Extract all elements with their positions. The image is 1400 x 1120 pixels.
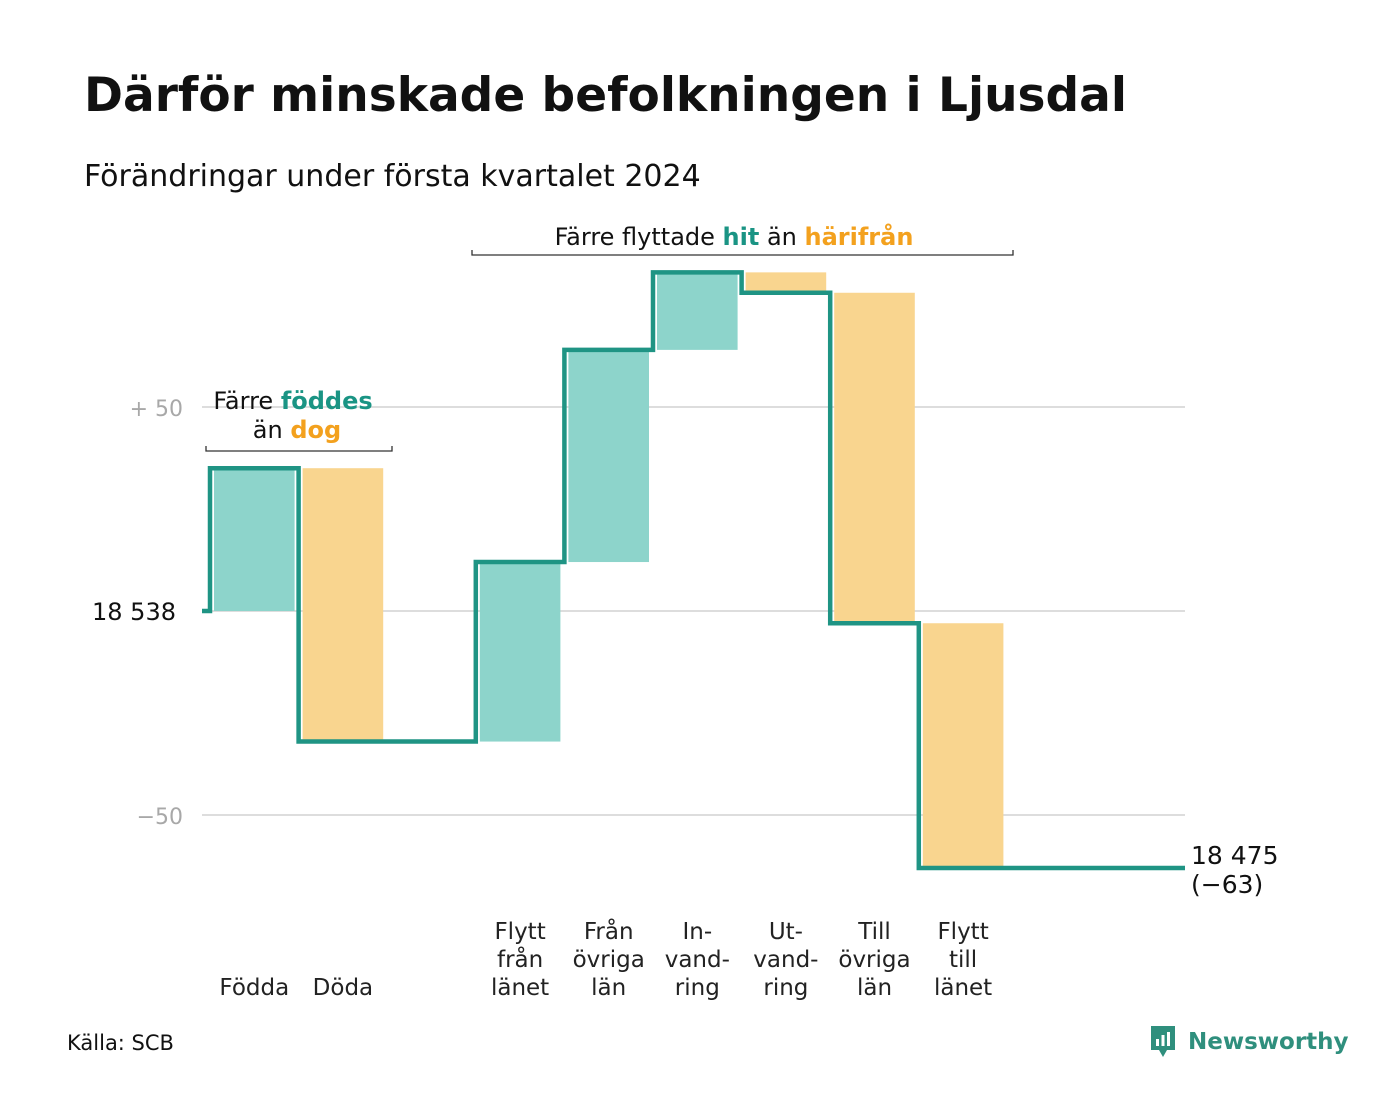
births-annotation-line1: Färre föddes	[213, 387, 372, 415]
births-annotation-line2: än dog	[253, 416, 341, 444]
increase-bar	[479, 562, 561, 742]
category-label: Till övriga län	[838, 919, 910, 1001]
category-label: Flytt till länet	[934, 919, 992, 1001]
end-value-label: 18 475 (−63)	[1191, 841, 1278, 899]
step-line	[202, 270, 1185, 871]
decrease-bar	[834, 292, 915, 624]
increase-bar	[657, 272, 738, 350]
baseline-label: 18 538	[92, 598, 176, 626]
chart-title: Därför minskade befolkningen i Ljusdal	[84, 68, 1127, 123]
category-label: Döda	[313, 975, 373, 1001]
newsworthy-logo-icon	[1151, 1026, 1175, 1057]
labels: + 50 18 538 −50 Födda Döda Flytt från länet Från…	[92, 397, 1278, 1001]
category-label: Flytt från länet	[491, 919, 549, 1001]
moves-bracket	[471, 250, 1014, 256]
category-label: Från övriga län	[573, 917, 645, 1001]
decrease-bar	[922, 623, 1004, 869]
bars	[214, 272, 1004, 869]
increase-bar	[214, 468, 295, 611]
category-label: Födda	[219, 975, 289, 1001]
y-tick-label: + 50	[130, 397, 183, 422]
brand-logo: Newsworthy	[1148, 1024, 1349, 1060]
source-note: Källa: SCB	[67, 1031, 174, 1055]
moves-annotation: Färre flyttade hit än härifrån	[555, 222, 914, 251]
y-tick-label: −50	[137, 805, 183, 830]
increase-bar	[568, 349, 649, 563]
decrease-bar	[302, 468, 384, 742]
births-bracket	[205, 446, 393, 452]
category-label: Ut-vand-ring	[753, 919, 818, 1001]
brand-name: Newsworthy	[1188, 1029, 1349, 1055]
chart-subtitle: Förändringar under första kvartalet 2024	[84, 159, 701, 194]
category-label: In-vand-ring	[665, 919, 730, 1001]
running-total-line	[202, 270, 1185, 871]
decrease-bar	[745, 272, 827, 293]
